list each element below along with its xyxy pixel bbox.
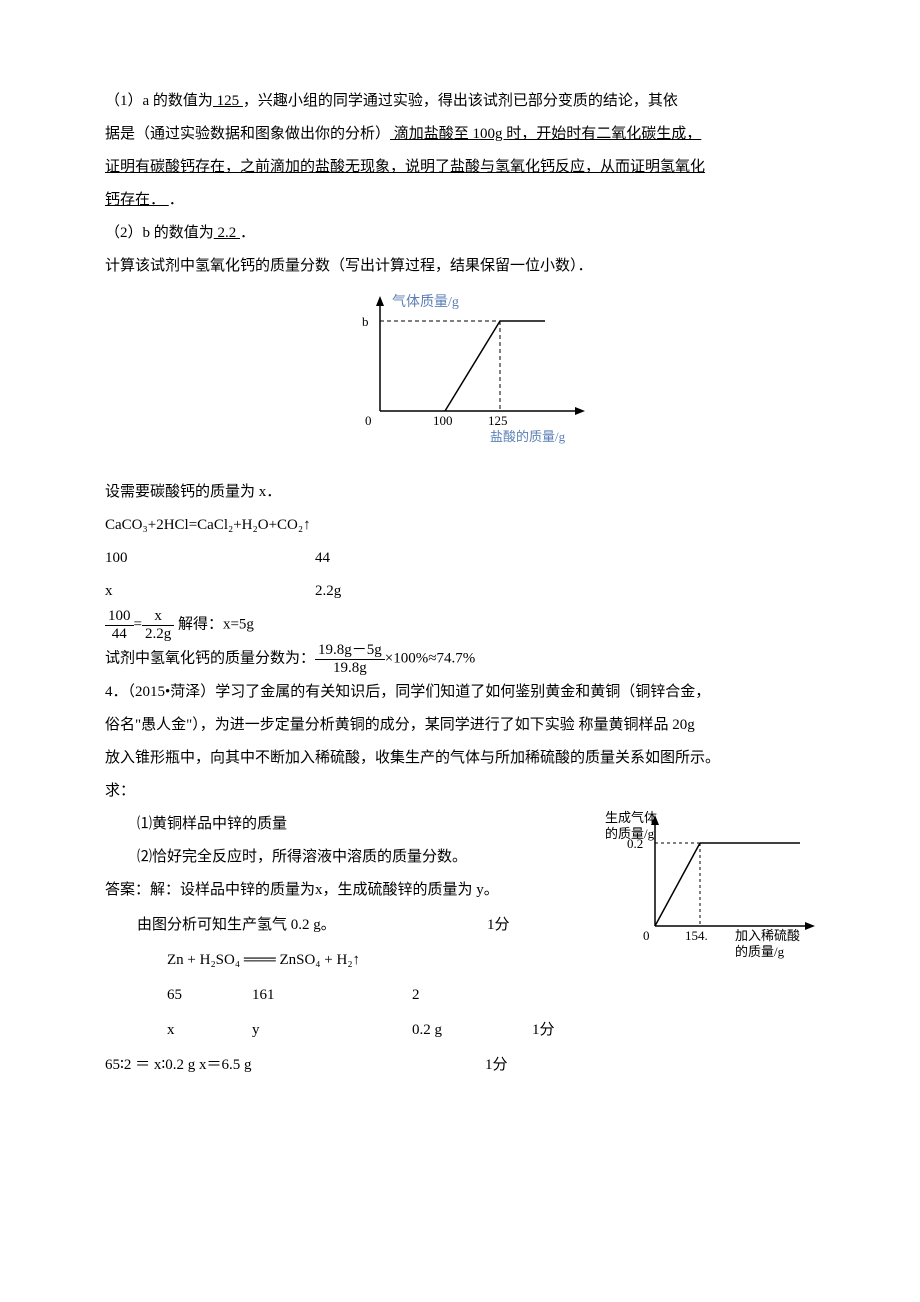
mf-tail: ×100%≈74.7% bbox=[385, 650, 475, 666]
svg-text:0: 0 bbox=[643, 928, 650, 943]
q1-b-text: ，兴趣小组的同学通过实验，得出该试剂已部分变质的结论，其依 bbox=[243, 93, 678, 109]
q4-r1c: 2 bbox=[412, 979, 492, 1012]
q4-sub1: ⑴黄铜样品中锌的质量 bbox=[137, 808, 605, 841]
sol1-r1c2: 44 bbox=[315, 542, 415, 575]
q4-r2: x y 0.2 g 1分 bbox=[137, 1014, 605, 1047]
frac2-num: x bbox=[142, 608, 174, 626]
q4-r2c: 0.2 g bbox=[412, 1014, 492, 1047]
q1-line2: 据是（通过实验数据和图象做出你的分析） 滴加盐酸至 100g 时，开始时有二氧化… bbox=[105, 118, 825, 151]
q1-line1: （1）a 的数值为 125 ，兴趣小组的同学通过实验，得出该试剂已部分变质的结论… bbox=[105, 85, 825, 118]
q4-ratio: 65∶2 ＝ x∶0.2 g x＝6.5 g bbox=[105, 1049, 485, 1082]
q2-line1: （2）b 的数值为 2.2 ． bbox=[105, 217, 825, 250]
svg-text:b: b bbox=[362, 314, 369, 329]
sol1-r2c2: 2.2g bbox=[315, 575, 415, 608]
q4-flex: ⑴黄铜样品中锌的质量 ⑵恰好完全反应时，所得溶液中溶质的质量分数。 答案：解：设… bbox=[105, 808, 825, 1084]
frac1-num: 100 bbox=[105, 608, 134, 626]
q4-score1: 1分 bbox=[487, 909, 510, 942]
chart1-container: 气体质量/g b 0 100 125盐酸的质量/g bbox=[105, 291, 825, 464]
q1-a-text: （1）a 的数值为 bbox=[105, 93, 213, 109]
q4-r1a: 65 bbox=[167, 979, 252, 1012]
q1-line4: 钙存在． ． bbox=[105, 184, 825, 217]
q4-score2: 1分 bbox=[532, 1014, 555, 1047]
sol1-row2: x 2.2g bbox=[105, 575, 825, 608]
frac2: x 2.2g bbox=[142, 608, 174, 642]
q4-ans-head: 答案：解：设样品中锌的质量为x，生成硫酸锌的质量为 y。 bbox=[105, 874, 605, 907]
frac1: 100 44 bbox=[105, 608, 134, 642]
sol1-r1c1: 100 bbox=[105, 542, 315, 575]
q4-l3: 放入锥形瓶中，向其中不断加入稀硫酸，收集生产的气体与所加稀硫酸的质量关系如图所示… bbox=[105, 742, 825, 775]
q4-h2: 由图分析可知生产氢气 0.2 g。 bbox=[137, 909, 487, 942]
q4-r2b: y bbox=[252, 1014, 412, 1047]
svg-text:125: 125 bbox=[488, 413, 508, 428]
frac2-den: 2.2g bbox=[142, 626, 174, 643]
q4-r1b: 161 bbox=[252, 979, 412, 1012]
q4-left: ⑴黄铜样品中锌的质量 ⑵恰好完全反应时，所得溶液中溶质的质量分数。 答案：解：设… bbox=[105, 808, 605, 1084]
chart2-svg: 生成气体的质量/g0.20154.加入稀硫酸的质量/g bbox=[605, 808, 825, 968]
mf-den: 19.8g bbox=[315, 660, 385, 677]
mf-num: 19.8g－5g bbox=[315, 642, 385, 660]
svg-text:100: 100 bbox=[433, 413, 453, 428]
svg-text:气体质量/g: 气体质量/g bbox=[392, 294, 459, 310]
svg-text:生成气体: 生成气体 bbox=[605, 810, 657, 825]
svg-text:0: 0 bbox=[365, 413, 372, 428]
q2-a-answer: 2.2 bbox=[214, 225, 240, 241]
chart2-container: 生成气体的质量/g0.20154.加入稀硫酸的质量/g bbox=[605, 808, 825, 981]
svg-text:加入稀硫酸: 加入稀硫酸 bbox=[735, 928, 800, 943]
q4-l4: 求： bbox=[105, 775, 825, 808]
sol1-frac-line: 100 44 = x 2.2g 解得：x=5g bbox=[105, 608, 825, 642]
q1-e-answer: 钙存在． bbox=[105, 192, 169, 208]
q1-period: ． bbox=[169, 192, 184, 208]
q4-sub2: ⑵恰好完全反应时，所得溶液中溶质的质量分数。 bbox=[137, 841, 605, 874]
q1-c-answer: 滴加盐酸至 100g 时，开始时有二氧化碳生成， bbox=[390, 126, 701, 142]
q4-ratio-line: 65∶2 ＝ x∶0.2 g x＝6.5 g 1分 bbox=[105, 1049, 605, 1082]
q4-eq: Zn + H₂SO₄ ═══ ZnSO₄ + H₂↑ bbox=[137, 944, 605, 977]
sol1-r2c1: x bbox=[105, 575, 315, 608]
frac-solve: 解得：x=5g bbox=[174, 616, 254, 632]
svg-text:盐酸的质量/g: 盐酸的质量/g bbox=[490, 429, 566, 444]
q1-a-answer: 125 bbox=[213, 93, 243, 109]
q4-answer-block: ⑴黄铜样品中锌的质量 ⑵恰好完全反应时，所得溶液中溶质的质量分数。 bbox=[105, 808, 605, 874]
mf-label: 试剂中氢氧化钙的质量分数为： bbox=[105, 650, 315, 666]
q1-c-text: 据是（通过实验数据和图象做出你的分析） bbox=[105, 126, 390, 142]
sol1-let: 设需要碳酸钙的质量为 x． bbox=[105, 476, 825, 509]
q4-score3: 1分 bbox=[485, 1049, 508, 1082]
sol1-eq: CaCO₃+2HCl=CaCl₂+H₂O+CO₂↑ bbox=[105, 509, 825, 542]
frac-eq: = bbox=[134, 616, 142, 632]
chart1-svg: 气体质量/g b 0 100 125盐酸的质量/g bbox=[335, 291, 595, 451]
q2-period: ． bbox=[240, 225, 255, 241]
q4-h2-line: 由图分析可知生产氢气 0.2 g。 1分 bbox=[137, 909, 605, 942]
q2-calc-prompt: 计算该试剂中氢氧化钙的质量分数（写出计算过程，结果保留一位小数）． bbox=[105, 250, 825, 283]
q4-l2: 俗名"愚人金"），为进一步定量分析黄铜的成分，某同学进行了如下实验 称量黄铜样品… bbox=[105, 709, 825, 742]
q2-a-text: （2）b 的数值为 bbox=[105, 225, 214, 241]
q4-steps: 由图分析可知生产氢气 0.2 g。 1分 Zn + H₂SO₄ ═══ ZnSO… bbox=[105, 909, 605, 1047]
svg-text:0.2: 0.2 bbox=[627, 836, 643, 851]
mf-frac: 19.8g－5g 19.8g bbox=[315, 642, 385, 676]
svg-text:的质量/g: 的质量/g bbox=[735, 944, 785, 959]
sol1-massfrac: 试剂中氢氧化钙的质量分数为： 19.8g－5g 19.8g ×100%≈74.7… bbox=[105, 642, 825, 676]
q4-r2a: x bbox=[167, 1014, 252, 1047]
q1-line3: 证明有碳酸钙存在，之前滴加的盐酸无现象，说明了盐酸与氢氧化钙反应，从而证明氢氧化 bbox=[105, 151, 825, 184]
frac1-den: 44 bbox=[105, 626, 134, 643]
q4-l1: 4．（2015•菏泽）学习了金属的有关知识后，同学们知道了如何鉴别黄金和黄铜（铜… bbox=[105, 676, 825, 709]
svg-text:154.: 154. bbox=[685, 928, 708, 943]
sol1-row1: 100 44 bbox=[105, 542, 825, 575]
q4-r1: 65 161 2 bbox=[137, 979, 605, 1012]
